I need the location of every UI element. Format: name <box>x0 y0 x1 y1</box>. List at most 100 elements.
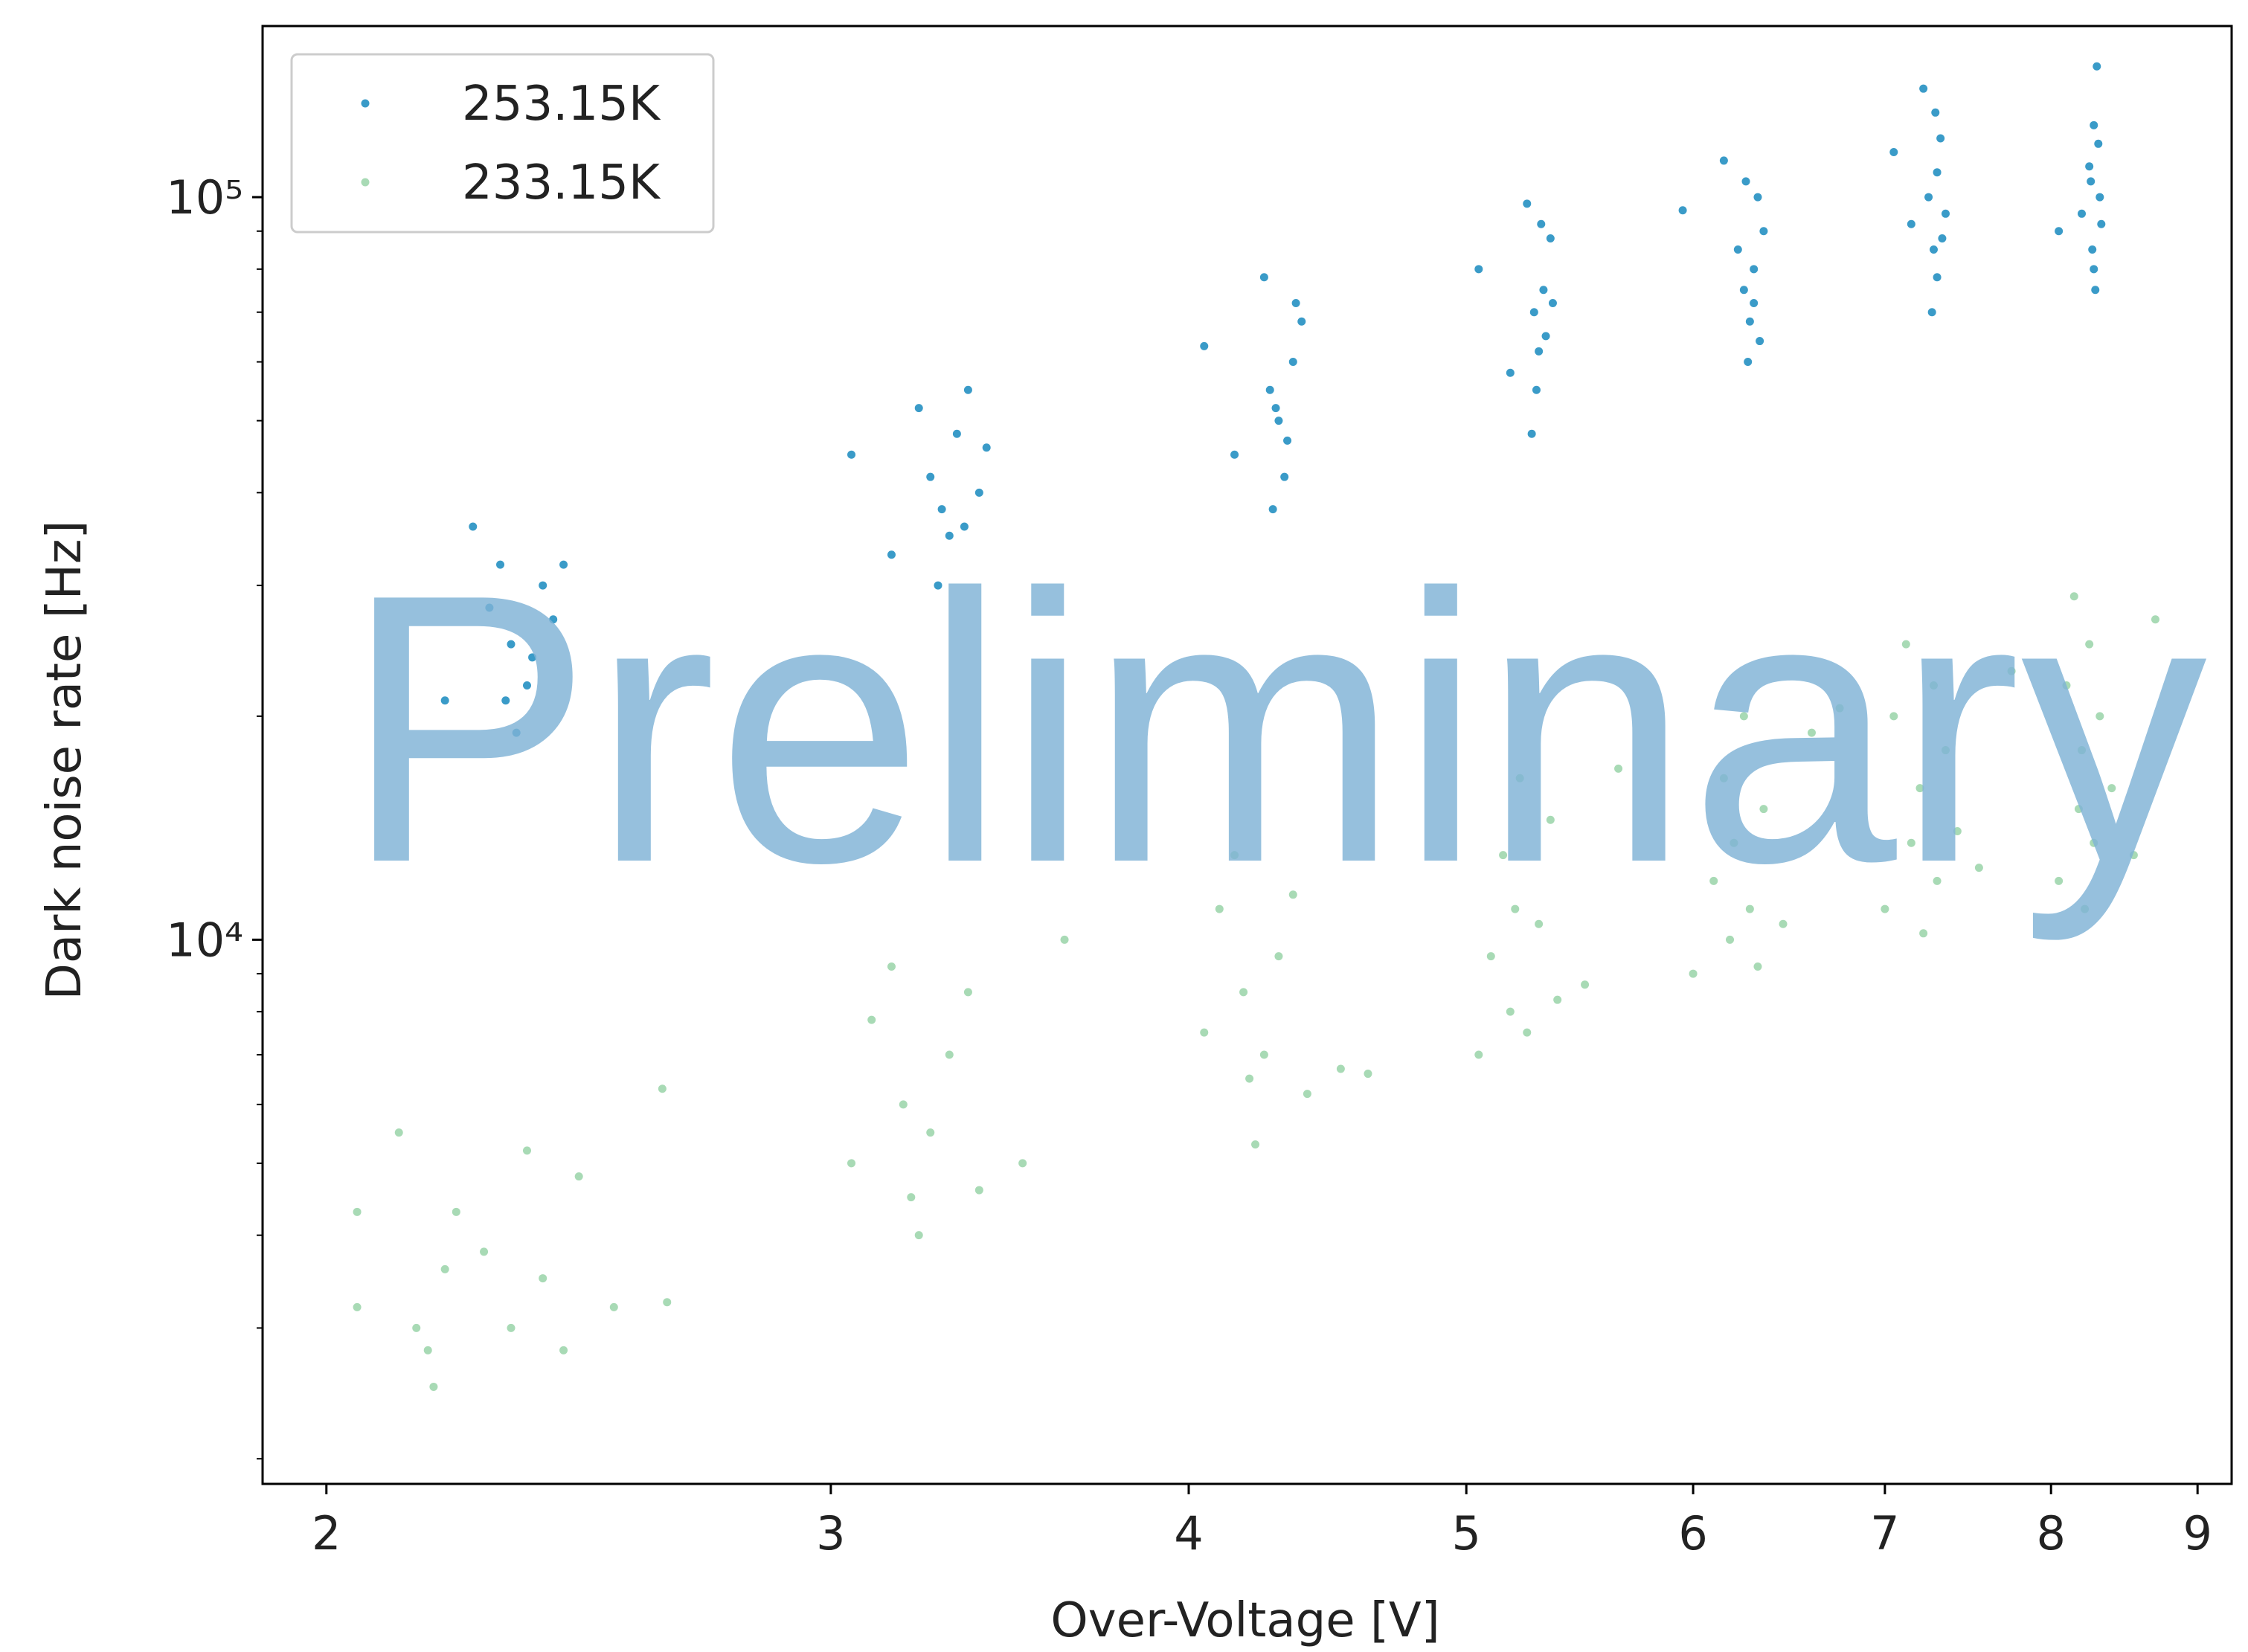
point <box>1523 1028 1532 1037</box>
point <box>1268 505 1277 514</box>
point <box>926 472 935 481</box>
point <box>2077 209 2086 218</box>
point <box>847 450 856 459</box>
point <box>1741 177 1750 186</box>
point <box>1541 332 1550 341</box>
point <box>1265 385 1274 394</box>
point <box>1581 980 1590 989</box>
point <box>1901 640 1910 649</box>
point <box>2096 712 2104 721</box>
point <box>522 1146 531 1155</box>
point <box>539 581 547 590</box>
point <box>1953 827 1962 836</box>
point <box>1936 134 1945 143</box>
point <box>1933 273 1942 282</box>
point <box>887 550 896 559</box>
point <box>1759 805 1768 814</box>
point <box>1511 904 1520 913</box>
point <box>1239 988 1248 997</box>
x-tick-label: 4 <box>1174 1506 1203 1561</box>
point <box>963 988 972 997</box>
point <box>1941 209 1950 218</box>
point <box>496 560 505 569</box>
point <box>1759 227 1768 236</box>
point <box>1907 838 1915 847</box>
point <box>663 1298 672 1307</box>
point <box>1532 385 1541 394</box>
point <box>1689 969 1698 978</box>
point <box>2069 592 2078 601</box>
point <box>1539 286 1548 295</box>
point <box>2077 746 2086 755</box>
point <box>1274 417 1283 425</box>
point <box>452 1207 460 1216</box>
point <box>847 1159 856 1168</box>
point <box>1527 429 1536 438</box>
point <box>1733 245 1742 254</box>
point <box>1835 704 1844 713</box>
point <box>1474 265 1483 274</box>
legend-marker <box>361 99 370 108</box>
point <box>1535 919 1544 928</box>
point <box>1288 358 1297 367</box>
point <box>559 1346 568 1354</box>
point <box>1364 1070 1372 1079</box>
point <box>1259 1050 1268 1059</box>
point <box>2055 227 2064 236</box>
point <box>1745 317 1754 326</box>
point <box>549 615 558 624</box>
point <box>1744 358 1753 367</box>
point <box>1271 404 1280 413</box>
point <box>1929 245 1938 254</box>
x-tick-label: 7 <box>1870 1506 1899 1561</box>
point <box>1535 347 1544 356</box>
point <box>1553 995 1562 1004</box>
point <box>945 531 954 540</box>
point <box>1938 234 1947 242</box>
point <box>1753 962 1762 971</box>
legend-box <box>290 53 715 234</box>
point <box>2087 177 2096 186</box>
y-axis-label: Dark noise rate [Hz] <box>37 521 92 1000</box>
point <box>1933 168 1942 177</box>
point <box>1807 728 1816 737</box>
point <box>1907 219 1915 228</box>
point <box>1739 286 1748 295</box>
point <box>412 1323 421 1332</box>
point <box>1259 273 1268 282</box>
point <box>1529 308 1538 317</box>
point <box>1614 764 1623 773</box>
point <box>914 1231 923 1240</box>
point <box>1709 876 1718 885</box>
point <box>1515 774 1524 782</box>
point <box>2129 851 2138 860</box>
point <box>2081 904 2090 913</box>
point <box>1060 935 1069 944</box>
x-tick-label: 8 <box>2036 1506 2065 1561</box>
point <box>1230 851 1239 860</box>
point <box>1719 156 1728 165</box>
point <box>1927 308 1936 317</box>
x-tick-label: 6 <box>1678 1506 1707 1561</box>
point <box>539 1274 547 1283</box>
point <box>2007 666 2016 675</box>
point <box>2062 681 2071 690</box>
point <box>1297 317 1306 326</box>
point <box>914 404 923 413</box>
point <box>2091 286 2100 295</box>
point <box>907 1193 916 1202</box>
point <box>1303 1090 1311 1099</box>
point <box>2107 784 2116 793</box>
point <box>394 1128 403 1137</box>
point <box>1931 108 1940 117</box>
point <box>2074 805 2083 814</box>
legend-label: 233.15K <box>462 155 661 210</box>
point <box>1283 436 1292 445</box>
point <box>1288 890 1297 899</box>
x-tick-label: 2 <box>312 1506 341 1561</box>
point <box>1215 904 1224 913</box>
point <box>1200 341 1209 350</box>
point <box>440 1264 449 1273</box>
point <box>522 681 531 690</box>
